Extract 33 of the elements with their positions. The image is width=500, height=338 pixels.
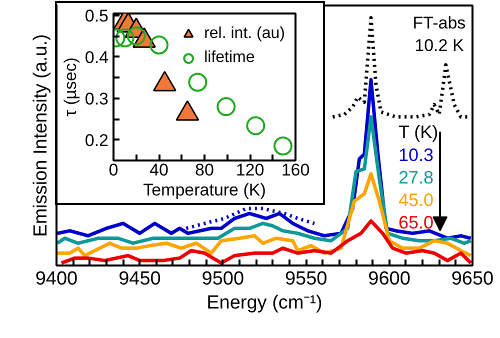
x-tick-label: 120 — [236, 160, 264, 180]
x-tick-label: 9650 — [451, 268, 494, 290]
series-label: 10.3 — [398, 144, 434, 165]
x-tick-label: 0 — [108, 160, 118, 180]
series-label: 27.8 — [398, 167, 434, 188]
legend-label: rel. int. (au) — [204, 25, 285, 43]
annotation: FT-abs 10.2 K — [412, 13, 466, 56]
x-tick-label: 80 — [195, 160, 214, 180]
x-tick-label: 9550 — [284, 268, 328, 290]
x-axis-title: Temperature (K) — [143, 180, 266, 200]
point — [150, 35, 168, 54]
x-tick-label: 40 — [150, 160, 168, 180]
x-tick-label: 9600 — [368, 268, 410, 290]
x-tick-label: 9400 — [35, 268, 78, 290]
legend-title: T (K) — [398, 122, 438, 142]
x-axis-title: Energy (cm⁻¹) — [206, 292, 322, 314]
x-tick-label: 9450 — [118, 268, 161, 290]
y-axis-title: Emission Intensity (a.u.) — [30, 34, 52, 237]
y-axis-title: τ (µsec) — [60, 57, 80, 117]
point — [216, 97, 236, 116]
y-tick-label: 0.2 — [84, 130, 109, 150]
y-tick-label: 0.3 — [84, 89, 109, 108]
y-tick-label: 0.4 — [84, 48, 109, 67]
point — [273, 136, 292, 156]
series-label: 65.0 — [398, 212, 434, 232]
x-tick-label: 160 — [281, 160, 310, 180]
series-label: 45.0 — [398, 190, 434, 210]
legend-label: lifetime — [204, 49, 255, 67]
point — [115, 28, 134, 48]
y-tick-label: 0.5 — [84, 6, 109, 26]
point — [188, 72, 208, 92]
x-tick-label: 9500 — [202, 268, 244, 290]
point — [246, 116, 266, 136]
